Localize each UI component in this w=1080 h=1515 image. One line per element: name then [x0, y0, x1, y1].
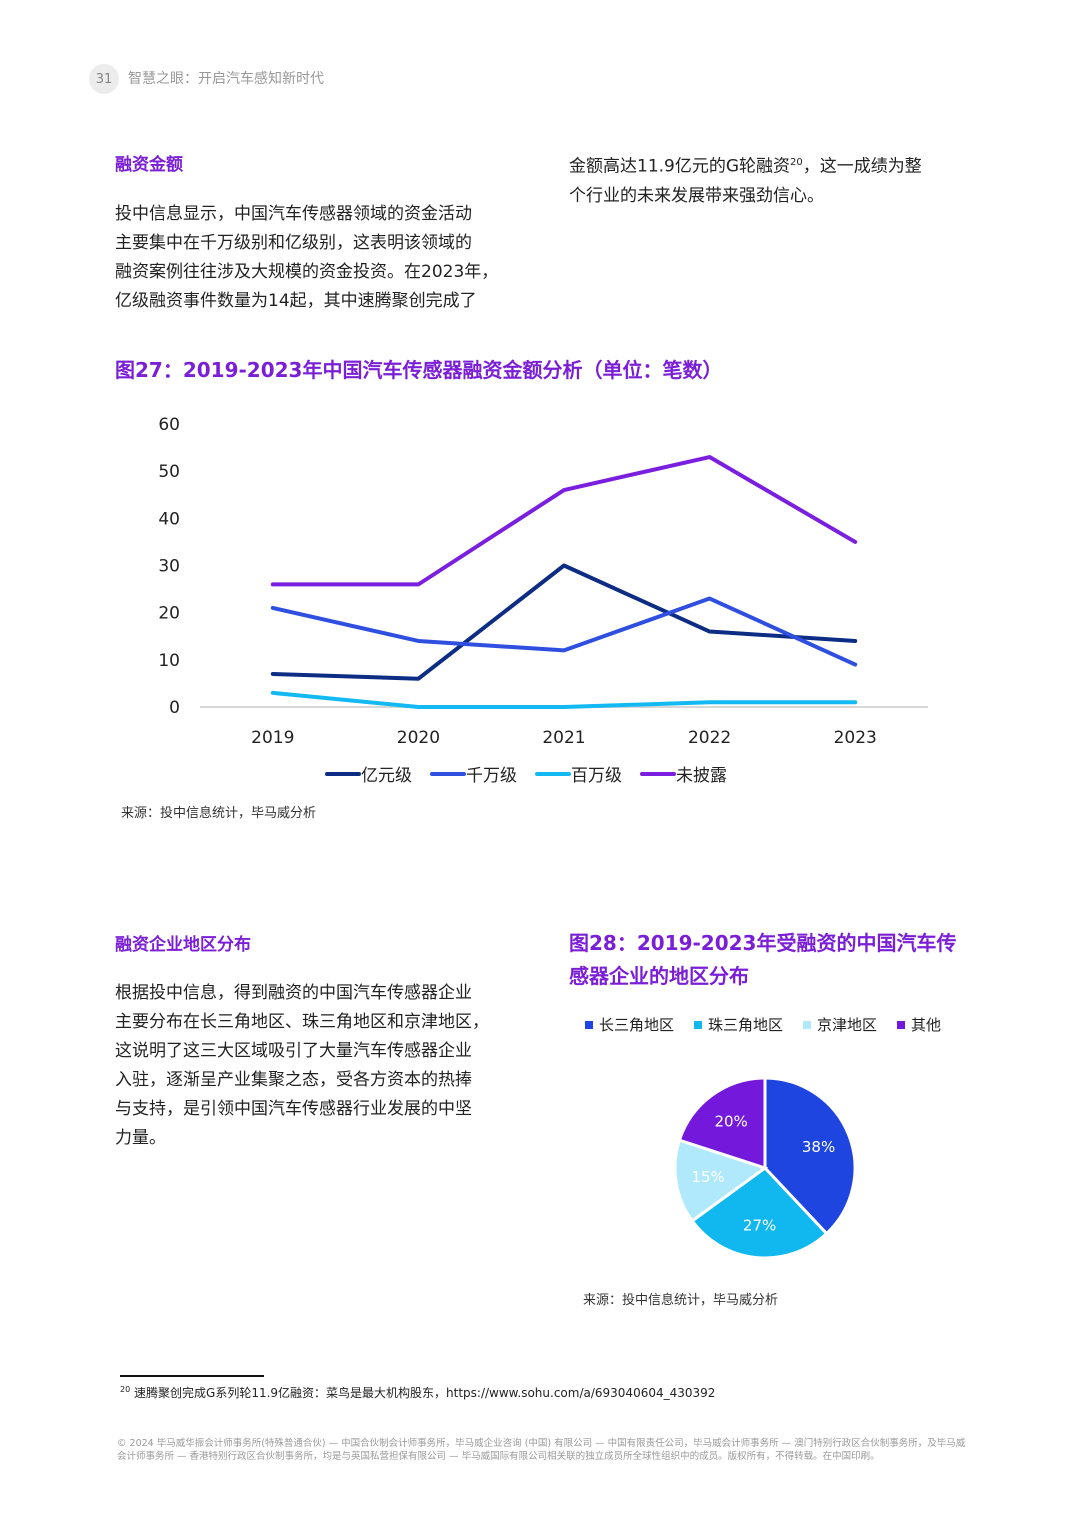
pie-value-label: 27% — [743, 1216, 776, 1234]
footnote-divider — [120, 1375, 264, 1377]
para-line: 主要集中在千万级别和亿级别，这表明该领域的 — [115, 233, 472, 253]
x-tick-label: 2020 — [397, 728, 440, 748]
para-line: 入驻，逐渐呈产业集聚之态，受各方资本的热捧 — [115, 1070, 472, 1090]
para-line: 与支持，是引领中国汽车传感器行业发展的中坚 — [115, 1099, 472, 1119]
legend-swatch — [325, 771, 361, 776]
legend-item: 其他 — [897, 1014, 941, 1035]
legend-swatch — [803, 1020, 812, 1029]
section-heading-region-distribution: 融资企业地区分布 — [115, 935, 251, 955]
header-title: 智慧之眼：开启汽车感知新时代 — [128, 71, 324, 87]
legend-item: 珠三角地区 — [694, 1014, 783, 1035]
legend-label: 千万级 — [466, 766, 517, 786]
footnote: 20 速腾聚创完成G系列轮11.9亿融资：菜鸟是最大机构股东，https://w… — [120, 1384, 715, 1401]
legend-item: 长三角地区 — [585, 1014, 674, 1035]
figure28-title-line: 感器企业的地区分布 — [569, 964, 749, 988]
legend-label: 百万级 — [571, 766, 622, 786]
figure27-title: 图27：2019-2023年中国汽车传感器融资金额分析（单位：笔数） — [115, 358, 723, 382]
para-line: 力量。 — [115, 1128, 166, 1148]
legend-swatch — [640, 771, 676, 776]
legend-label: 京津地区 — [817, 1016, 878, 1034]
pie-value-label: 15% — [691, 1168, 724, 1186]
legend-item: 百万级 — [535, 761, 622, 786]
figure28-pie-chart: 38% 27% 15% 20% — [673, 1076, 857, 1260]
para-line: 根据投中信息，得到融资的中国汽车传感器企业 — [115, 983, 472, 1003]
y-tick-label: 30 — [158, 557, 180, 577]
legend-label: 长三角地区 — [599, 1016, 675, 1034]
section1-paragraph-right: 金额高达11.9亿元的G轮融资20，这一成绩为整 个行业的未来发展带来强劲信心。 — [569, 148, 989, 211]
series-line — [270, 690, 858, 709]
section2-paragraph: 根据投中信息，得到融资的中国汽车传感器企业 主要分布在长三角地区、珠三角地区和京… — [115, 979, 545, 1153]
legend-item: 亿元级 — [325, 761, 412, 786]
legend-swatch — [585, 1020, 593, 1029]
figure27-line-chart: 0 10 20 30 40 50 60 2019 2020 2021 2022 2023 — [158, 415, 928, 748]
legend-swatch — [897, 1020, 906, 1029]
pie-value-label: 38% — [802, 1138, 835, 1156]
legend-item: 未披露 — [640, 761, 727, 786]
y-tick-label: 0 — [169, 698, 180, 718]
section1-paragraph-left: 投中信息显示，中国汽车传感器领域的资金活动 主要集中在千万级别和亿级别，这表明该… — [115, 200, 545, 316]
legend-swatch — [694, 1020, 703, 1029]
para-line: 金额高达11.9亿元的G轮融资20，这一成绩为整 — [569, 148, 989, 182]
legend-item: 千万级 — [430, 761, 517, 786]
x-tick-label: 2019 — [251, 728, 294, 748]
pie-value-label: 20% — [714, 1112, 747, 1130]
figure28-title-line: 图28：2019-2023年受融资的中国汽车传 — [569, 931, 957, 955]
figure28-source: 来源：投中信息统计，毕马威分析 — [583, 1293, 779, 1308]
legend-label: 其他 — [911, 1016, 942, 1034]
section-heading-funding-amount: 融资金额 — [115, 155, 183, 175]
footnote-mark: 20 — [120, 1385, 131, 1394]
y-tick-label: 40 — [158, 509, 180, 529]
figure28-legend: 长三角地区 珠三角地区 京津地区 其他 — [585, 1014, 961, 1035]
para-line: 这说明了这三大区域吸引了大量汽车传感器企业 — [115, 1041, 472, 1061]
pie-slice — [673, 1138, 769, 1223]
pie-slice — [677, 1076, 767, 1171]
x-tick-label: 2021 — [542, 728, 585, 748]
footnote-text: 速腾聚创完成G系列轮11.9亿融资：菜鸟是最大机构股东，https://www.… — [134, 1386, 716, 1400]
para-line: 主要分布在长三角地区、珠三角地区和京津地区， — [115, 1012, 489, 1032]
x-tick-label: 2022 — [688, 728, 731, 748]
x-tick-label: 2023 — [834, 728, 877, 748]
legend-label: 未披露 — [676, 766, 727, 786]
figure27-legend: 亿元级 千万级 百万级 未披露 — [325, 761, 745, 786]
y-tick-label: 50 — [158, 462, 180, 482]
copyright-notice: © 2024 毕马威华振会计师事务所(特殊普通合伙) — 中国合伙制会计师事务所… — [117, 1438, 966, 1462]
legend-swatch — [535, 771, 571, 776]
legend-item: 京津地区 — [803, 1014, 877, 1035]
legend-swatch — [430, 771, 466, 776]
figure27-source: 来源：投中信息统计，毕马威分析 — [121, 806, 317, 821]
y-tick-label: 60 — [158, 415, 180, 435]
para-line: 个行业的未来发展带来强劲信心。 — [569, 185, 824, 206]
y-tick-label: 20 — [158, 604, 180, 624]
para-line: 亿级融资事件数量为14起，其中速腾聚创完成了 — [115, 291, 477, 311]
legend-label: 亿元级 — [361, 766, 412, 786]
footnote-ref: 20 — [790, 157, 803, 168]
para-line: 投中信息显示，中国汽车传感器领域的资金活动 — [115, 204, 472, 224]
pie-slice — [763, 1076, 857, 1236]
para-text: ，这一成绩为整 — [802, 156, 922, 177]
series-line — [270, 596, 858, 667]
legend-label: 珠三角地区 — [708, 1016, 784, 1034]
y-tick-label: 10 — [158, 651, 180, 671]
figure28-title: 图28：2019-2023年受融资的中国汽车传 感器企业的地区分布 — [569, 927, 956, 993]
pie-slice — [690, 1166, 829, 1260]
para-line: 融资案例往往涉及大规模的资金投资。在2023年， — [115, 262, 499, 282]
para-text: 金额高达11.9亿元的G轮融资 — [569, 156, 791, 177]
page-number: 31 — [89, 64, 119, 94]
